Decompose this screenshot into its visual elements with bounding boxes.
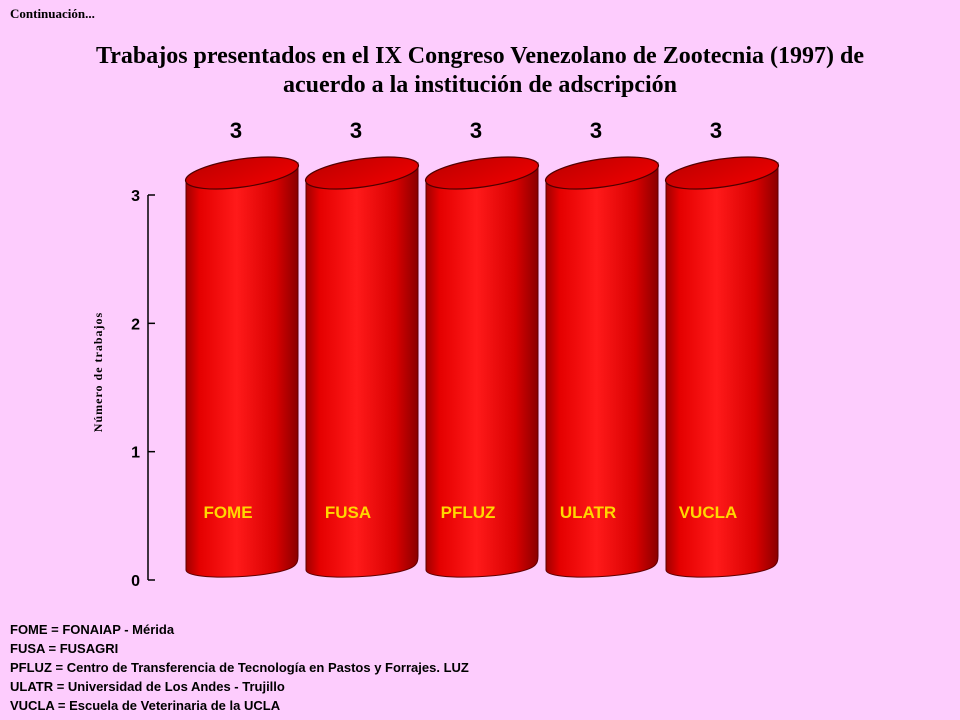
category-label: PFLUZ — [441, 503, 496, 522]
legend-item-vucla: VUCLA = Escuela de Veterinaria de la UCL… — [10, 698, 281, 713]
continuation-label: Continuación... — [10, 6, 95, 21]
data-label: 3 — [470, 118, 482, 143]
bar-body — [425, 162, 539, 578]
bar-top — [304, 156, 420, 190]
chart-title: Trabajos presentados en el IX Congreso V… — [0, 42, 960, 100]
bar-top — [184, 156, 300, 190]
category-label: FOME — [203, 503, 252, 522]
bar-body — [665, 162, 779, 578]
bar-fusa — [304, 156, 420, 578]
legend-item-fome: FOME = FONAIAP - Mérida — [10, 622, 175, 637]
legend-item-ulatr: ULATR = Universidad de Los Andes - Truji… — [10, 679, 285, 694]
bar-fome — [184, 156, 300, 578]
data-label: 3 — [350, 118, 362, 143]
bar-top — [664, 156, 780, 190]
bar-pfluz — [424, 156, 540, 578]
category-label: VUCLA — [679, 503, 738, 522]
y-tick-label: 0 — [131, 573, 140, 590]
y-tick-label: 1 — [131, 445, 140, 462]
bar-body — [185, 162, 299, 578]
data-label: 3 — [230, 118, 242, 143]
category-label: ULATR — [560, 503, 616, 522]
bar-chart: 0 1 2 3 3 FOME 3 FUSA 3 PFLUZ 3 ULATR 3 VUCLA Número… — [91, 118, 780, 590]
category-label: FUSA — [325, 503, 371, 522]
data-label: 3 — [710, 118, 722, 143]
y-axis-label: Número de trabajos — [91, 312, 105, 432]
bar-body — [305, 162, 419, 578]
abbreviation-legend: FOME = FONAIAP - Mérida FUSA = FUSAGRI P… — [10, 620, 469, 715]
y-axis: 0 1 2 3 — [131, 188, 155, 590]
bar-vucla — [664, 156, 780, 578]
legend-item-pfluz: PFLUZ = Centro de Transferencia de Tecno… — [10, 660, 469, 675]
bar-top — [424, 156, 540, 190]
y-tick-label: 3 — [131, 188, 140, 205]
bar-ulatr — [544, 156, 660, 578]
legend-item-fusa: FUSA = FUSAGRI — [10, 641, 119, 656]
bar-body — [545, 162, 659, 578]
bars: 3 FOME 3 FUSA 3 PFLUZ 3 ULATR 3 VUCLA — [184, 118, 780, 578]
y-tick-label: 2 — [131, 316, 140, 333]
data-label: 3 — [590, 118, 602, 143]
chart-title-line-1: Trabajos presentados en el IX Congreso V… — [96, 43, 864, 69]
bar-top — [544, 156, 660, 190]
chart-title-line-2: acuerdo a la institución de adscripción — [282, 72, 678, 98]
